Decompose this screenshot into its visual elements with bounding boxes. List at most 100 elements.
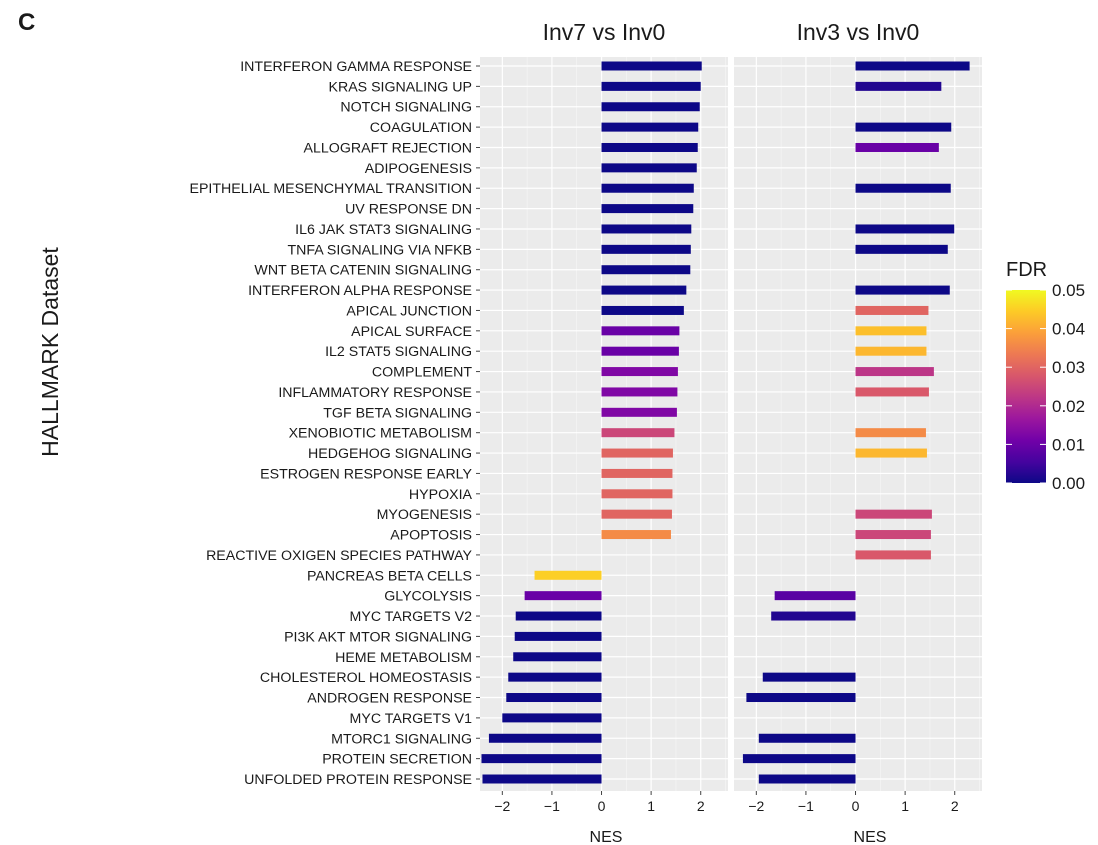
bar: [855, 305, 929, 315]
category-label: APICAL SURFACE: [351, 324, 472, 340]
bar: [855, 448, 927, 458]
bar: [601, 204, 694, 214]
y-axis-title: HALLMARK Dataset: [37, 247, 63, 457]
bar: [601, 489, 673, 499]
x-tick-label: 2: [697, 798, 705, 814]
category-label: ANDROGEN RESPONSE: [307, 691, 472, 707]
bar: [515, 611, 602, 621]
bar: [758, 774, 856, 784]
bar: [762, 672, 856, 682]
bar: [513, 652, 602, 662]
bar: [601, 367, 678, 377]
category-label: REACTIVE OXIGEN SPECIES PATHWAY: [206, 548, 472, 564]
bar: [855, 244, 948, 254]
category-label: PANCREAS BETA CELLS: [307, 568, 472, 584]
bar: [601, 265, 691, 275]
bar: [488, 733, 602, 743]
panel-title: Inv3 vs Inv0: [797, 19, 920, 45]
bar: [601, 61, 702, 71]
legend-tick-label: 0.05: [1052, 281, 1085, 300]
legend-tick-label: 0.01: [1052, 435, 1085, 454]
category-label: UNFOLDED PROTEIN RESPONSE: [244, 772, 472, 788]
category-label: XENOBIOTIC METABOLISM: [289, 426, 472, 442]
category-label: ESTROGEN RESPONSE EARLY: [260, 466, 472, 482]
category-label: ALLOGRAFT REJECTION: [304, 140, 472, 156]
legend-colorbar: [1006, 290, 1046, 483]
bar: [746, 693, 856, 703]
bar: [758, 733, 856, 743]
legend-tick-label: 0.04: [1052, 320, 1085, 339]
category-label: CHOLESTEROL HOMEOSTASIS: [260, 670, 472, 686]
category-label: ADIPOGENESIS: [365, 161, 472, 177]
bar: [601, 244, 691, 254]
bar: [601, 407, 677, 417]
bar: [742, 754, 856, 764]
category-label: COMPLEMENT: [372, 365, 472, 381]
x-axis-label: NES: [590, 829, 623, 845]
category-label: MTORC1 SIGNALING: [331, 731, 472, 747]
bar: [601, 224, 692, 234]
category-label: IL2 STAT5 SIGNALING: [325, 344, 472, 360]
fdr-legend: FDR 0.05 0.04 0.03 0.02 0.01 0.00: [1006, 259, 1085, 493]
category-label: TGF BETA SIGNALING: [323, 405, 472, 421]
bar: [855, 285, 950, 295]
category-label: INTERFERON ALPHA RESPONSE: [248, 283, 472, 299]
legend-tick-label: 0.00: [1052, 474, 1085, 493]
bar: [508, 672, 602, 682]
bar: [601, 509, 672, 519]
category-label: TNFA SIGNALING VIA NFKB: [288, 242, 472, 258]
category-label: PI3K AKT MTOR SIGNALING: [284, 629, 472, 645]
x-tick-label: −2: [748, 798, 764, 814]
category-label: INFLAMMATORY RESPONSE: [278, 385, 472, 401]
bar: [601, 163, 697, 173]
category-label: UV RESPONSE DN: [345, 202, 472, 218]
bar: [855, 346, 927, 356]
x-axis-label: NES: [854, 829, 887, 845]
bar: [601, 122, 699, 132]
bar: [855, 387, 929, 397]
panel-title: Inv7 vs Inv0: [543, 19, 666, 45]
category-label: MYC TARGETS V1: [350, 711, 473, 727]
category-label: APOPTOSIS: [390, 528, 472, 544]
legend-tick-label: 0.03: [1052, 358, 1085, 377]
x-tick-label: 1: [901, 798, 909, 814]
bar: [601, 326, 680, 336]
bar: [774, 591, 856, 601]
panel-background: [734, 57, 982, 791]
bar: [524, 591, 602, 601]
bar: [601, 448, 673, 458]
category-label: NOTCH SIGNALING: [340, 100, 472, 116]
bar: [601, 530, 671, 540]
x-tick-label: 0: [598, 798, 606, 814]
bar: [855, 509, 932, 519]
legend-title: FDR: [1006, 259, 1047, 281]
category-label: HEME METABOLISM: [335, 650, 472, 666]
bar: [601, 285, 687, 295]
bar: [855, 428, 926, 438]
bar: [601, 102, 700, 112]
category-label: PROTEIN SECRETION: [322, 752, 472, 768]
bar: [855, 530, 931, 540]
x-tick-label: −2: [494, 798, 510, 814]
x-tick-label: 0: [852, 798, 860, 814]
category-label: APICAL JUNCTION: [346, 303, 472, 319]
category-labels: INTERFERON GAMMA RESPONSE KRAS SIGNALING …: [190, 59, 480, 788]
bar: [601, 305, 684, 315]
category-label: EPITHELIAL MESENCHYMAL TRANSITION: [190, 181, 473, 197]
x-tick-label: −1: [798, 798, 814, 814]
x-tick-label: −1: [544, 798, 560, 814]
bar: [534, 570, 602, 580]
bar: [601, 387, 678, 397]
category-label: HEDGEHOG SIGNALING: [308, 446, 472, 462]
bar: [855, 61, 970, 71]
bar: [855, 81, 942, 91]
bar: [601, 468, 673, 478]
category-label: WNT BETA CATENIN SIGNALING: [254, 263, 472, 279]
category-label: KRAS SIGNALING UP: [329, 79, 473, 95]
bar: [601, 346, 679, 356]
category-label: MYOGENESIS: [377, 507, 472, 523]
bar: [601, 81, 701, 91]
panel-inv3: Inv3 vs Inv0 NES −2 −1 0 1 2: [734, 19, 982, 845]
panel-letter: C: [18, 9, 35, 36]
